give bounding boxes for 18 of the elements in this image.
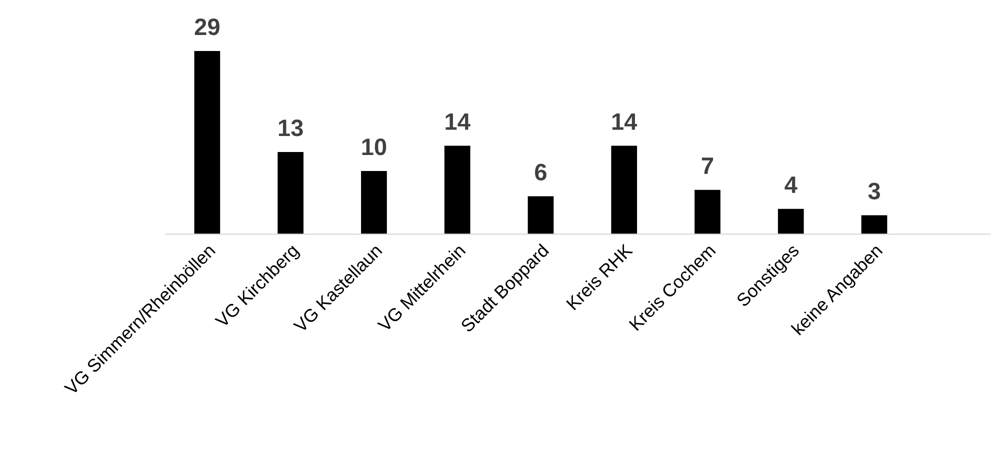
data-label: 13 bbox=[278, 120, 303, 136]
bar bbox=[278, 152, 304, 234]
data-label: 10 bbox=[362, 138, 386, 156]
bar bbox=[444, 146, 470, 234]
bar bbox=[361, 170, 387, 234]
data-label: 3 bbox=[868, 182, 880, 200]
bar bbox=[861, 215, 888, 234]
bar bbox=[611, 146, 638, 234]
data-label: 6 bbox=[535, 164, 546, 180]
bar bbox=[778, 208, 804, 234]
data-label: 7 bbox=[702, 158, 714, 174]
bar bbox=[194, 51, 220, 234]
data-label: 29 bbox=[194, 18, 220, 36]
data-label: 4 bbox=[784, 176, 798, 193]
data-label: 14 bbox=[612, 113, 638, 130]
bar bbox=[528, 196, 554, 234]
data-label: 14 bbox=[446, 113, 470, 130]
bar bbox=[694, 190, 720, 234]
